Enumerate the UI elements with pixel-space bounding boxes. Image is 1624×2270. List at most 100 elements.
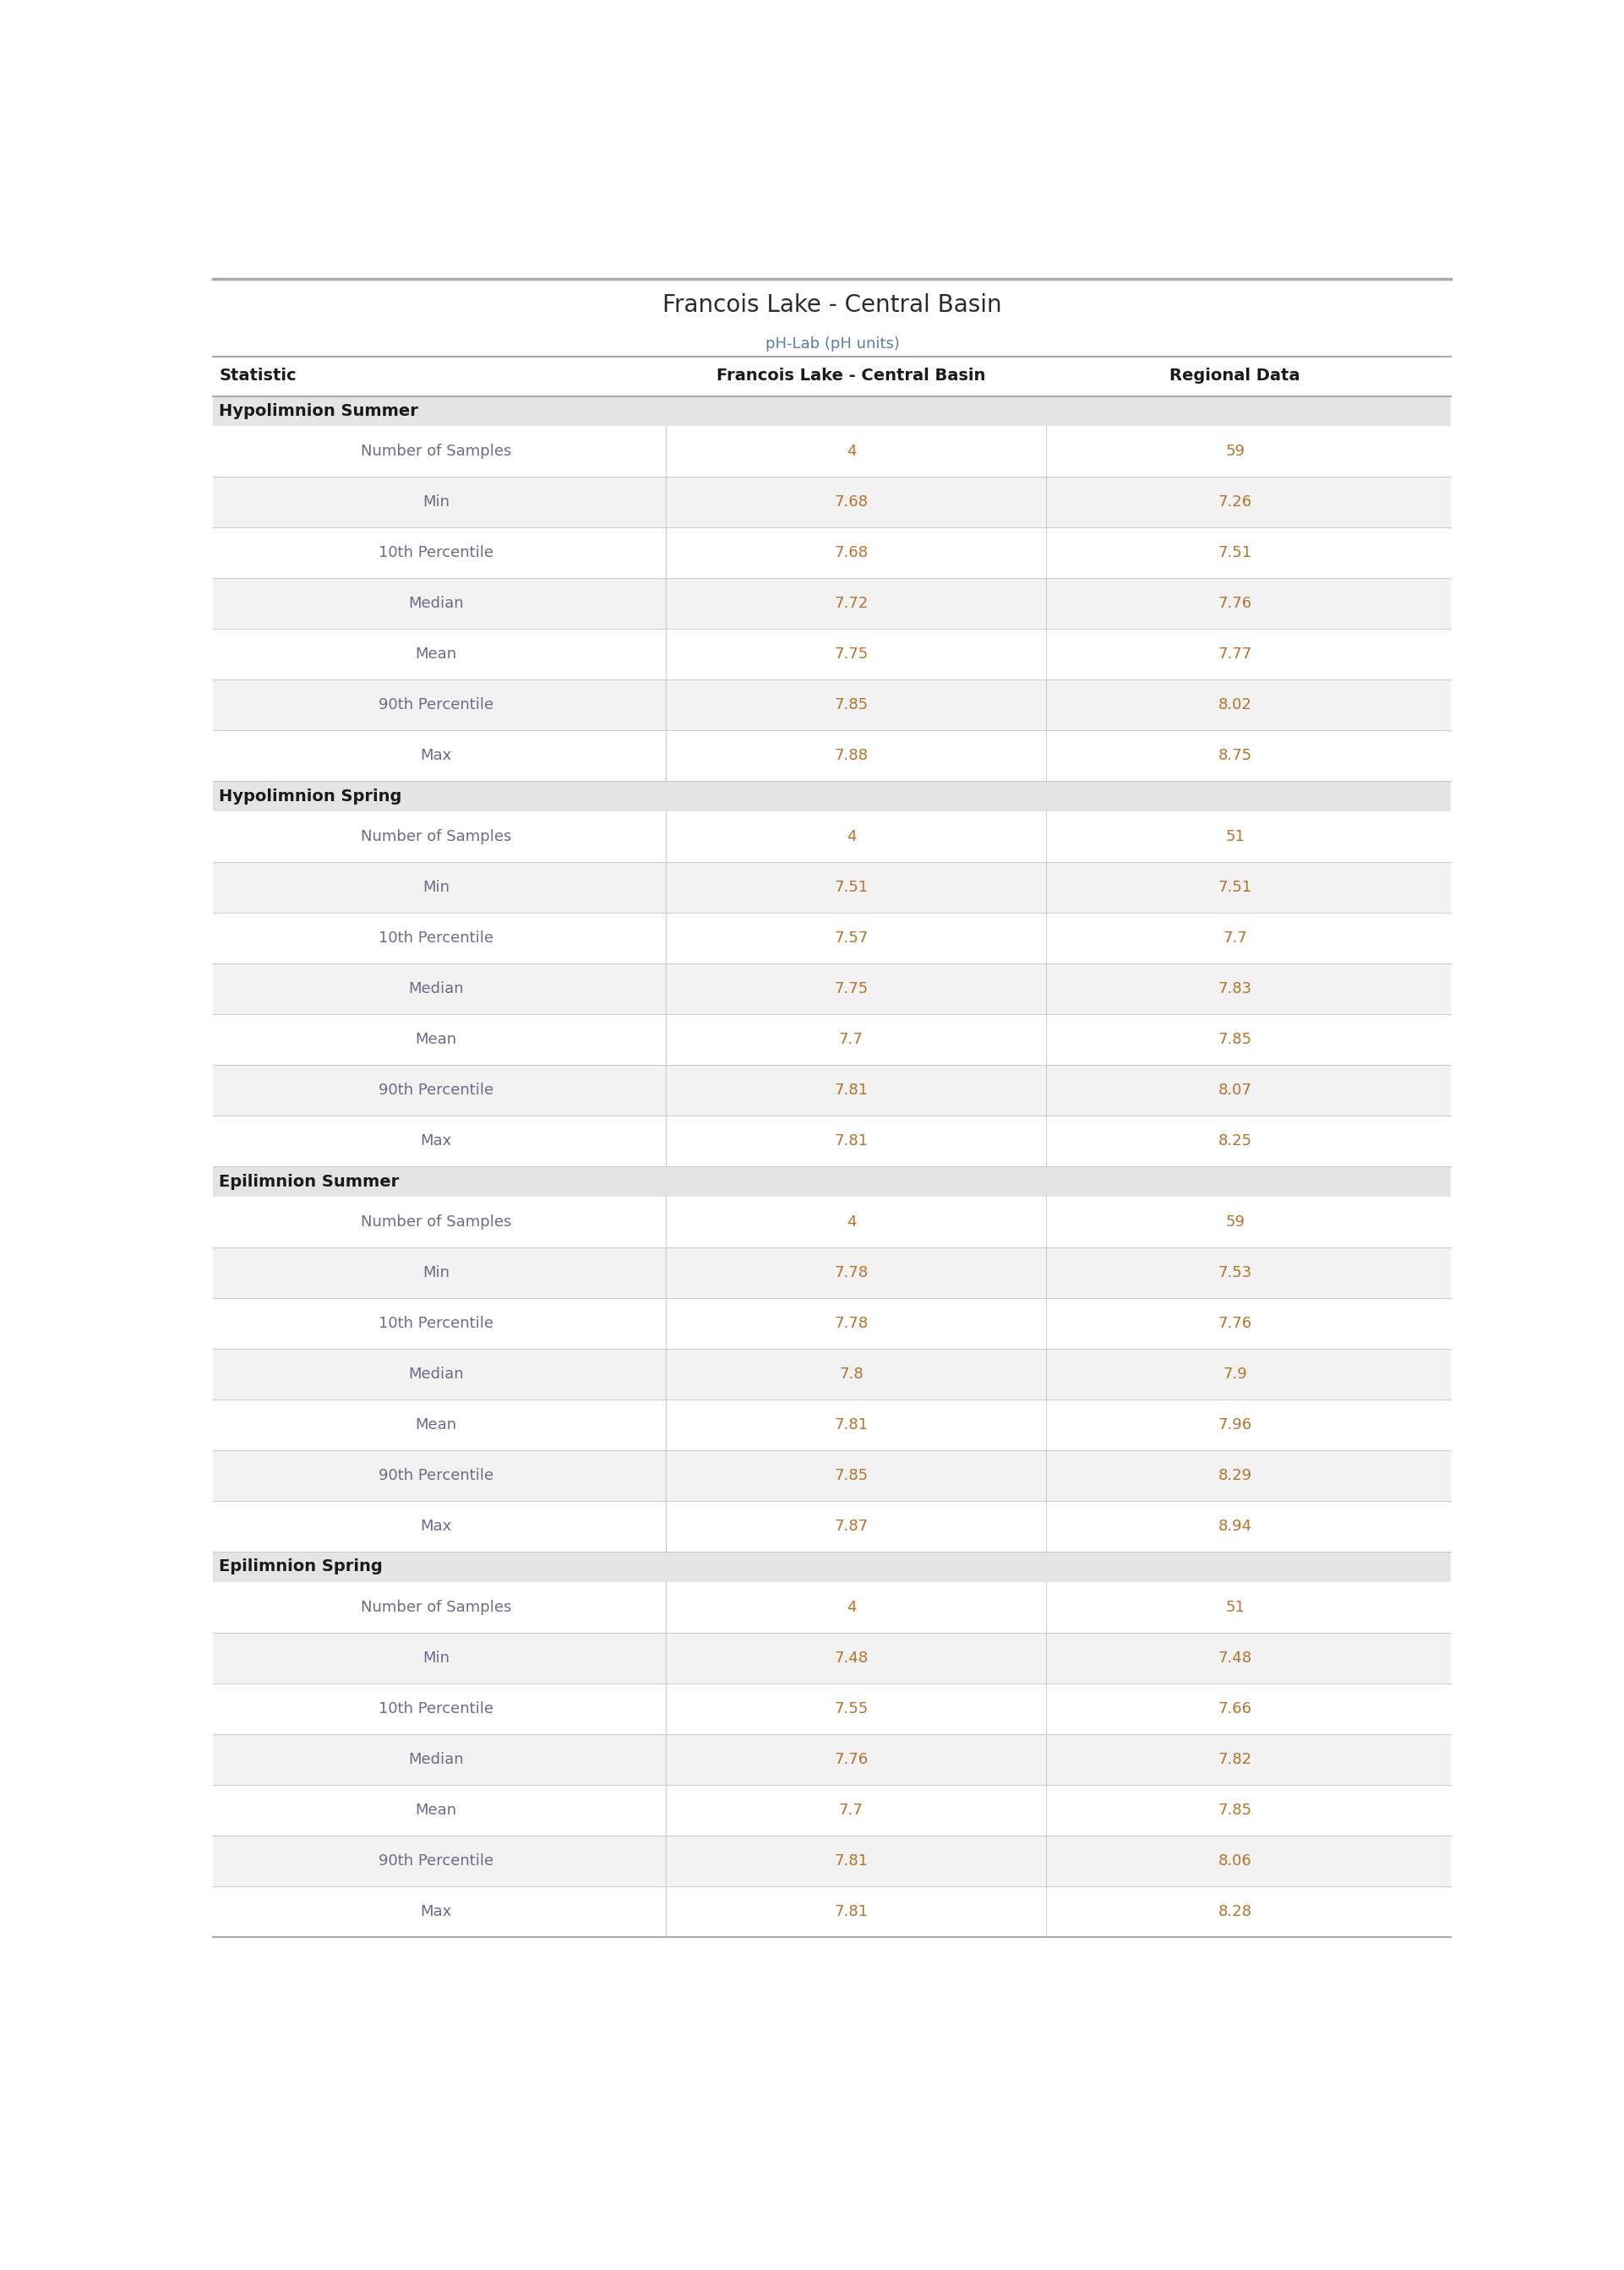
Bar [213, 1117, 1450, 1167]
Bar [213, 1298, 1450, 1348]
Text: 7.72: 7.72 [835, 597, 869, 611]
Text: 10th Percentile: 10th Percentile [378, 545, 494, 561]
Text: 7.81: 7.81 [835, 1133, 869, 1149]
Bar [213, 1246, 1450, 1298]
Bar [213, 810, 1450, 863]
Text: 7.26: 7.26 [1218, 495, 1252, 511]
Text: pH-Lab (pH units): pH-Lab (pH units) [765, 336, 900, 352]
Text: Regional Data: Regional Data [1169, 368, 1301, 384]
Text: 7.66: 7.66 [1218, 1700, 1252, 1716]
Text: 8.28: 8.28 [1218, 1905, 1252, 1918]
Bar [213, 1196, 1450, 1246]
Text: 7.51: 7.51 [1218, 545, 1252, 561]
Text: 7.88: 7.88 [835, 749, 869, 763]
Text: 7.78: 7.78 [835, 1317, 869, 1330]
Text: 90th Percentile: 90th Percentile [378, 1852, 494, 1868]
Text: 4: 4 [846, 1600, 856, 1614]
Text: Median: Median [408, 597, 463, 611]
Text: Mean: Mean [416, 647, 456, 663]
Text: 7.77: 7.77 [1218, 647, 1252, 663]
Text: Max: Max [421, 1133, 451, 1149]
Text: 8.94: 8.94 [1218, 1519, 1252, 1535]
Bar [213, 962, 1450, 1015]
Text: 8.07: 8.07 [1218, 1083, 1252, 1099]
Text: Hypolimnion Summer: Hypolimnion Summer [219, 404, 419, 420]
Text: Median: Median [408, 1367, 463, 1382]
Text: 4: 4 [846, 829, 856, 844]
Text: Min: Min [422, 1264, 450, 1280]
Text: Number of Samples: Number of Samples [361, 1214, 512, 1230]
Text: 59: 59 [1226, 443, 1244, 459]
Text: Min: Min [422, 495, 450, 511]
Bar [213, 1836, 1450, 1886]
Text: 7.85: 7.85 [835, 697, 869, 713]
Text: 7.51: 7.51 [1218, 881, 1252, 894]
Text: 7.51: 7.51 [835, 881, 869, 894]
Bar [213, 477, 1450, 527]
Text: 7.55: 7.55 [835, 1700, 869, 1716]
Bar [213, 395, 1450, 427]
Text: 7.7: 7.7 [840, 1802, 864, 1818]
Text: 7.7: 7.7 [1223, 931, 1247, 947]
Bar [213, 427, 1450, 477]
Text: 7.85: 7.85 [1218, 1033, 1252, 1046]
Bar [213, 1451, 1450, 1500]
Text: Mean: Mean [416, 1033, 456, 1046]
Text: 51: 51 [1226, 829, 1244, 844]
Bar [213, 913, 1450, 962]
Bar [213, 629, 1450, 679]
Text: Francois Lake - Central Basin: Francois Lake - Central Basin [663, 293, 1002, 318]
Text: 8.75: 8.75 [1218, 749, 1252, 763]
Text: Number of Samples: Number of Samples [361, 1600, 512, 1614]
Text: Median: Median [408, 1752, 463, 1766]
Text: 4: 4 [846, 443, 856, 459]
Text: Number of Samples: Number of Samples [361, 829, 512, 844]
Text: 7.53: 7.53 [1218, 1264, 1252, 1280]
Text: 7.83: 7.83 [1218, 981, 1252, 997]
Text: Min: Min [422, 1650, 450, 1666]
Bar [213, 1886, 1450, 1936]
Bar [213, 1401, 1450, 1451]
Text: 10th Percentile: 10th Percentile [378, 1317, 494, 1330]
Text: Max: Max [421, 1519, 451, 1535]
Text: 59: 59 [1226, 1214, 1244, 1230]
Bar [213, 863, 1450, 913]
Text: Min: Min [422, 881, 450, 894]
Bar [213, 781, 1450, 810]
Bar [213, 1684, 1450, 1734]
Bar [213, 1553, 1450, 1582]
Text: 7.8: 7.8 [840, 1367, 864, 1382]
Text: 7.76: 7.76 [1218, 1317, 1252, 1330]
Text: Epilimnion Summer: Epilimnion Summer [219, 1174, 400, 1189]
Text: 7.96: 7.96 [1218, 1416, 1252, 1432]
Text: 90th Percentile: 90th Percentile [378, 1469, 494, 1482]
Bar [213, 731, 1450, 781]
Bar [213, 1065, 1450, 1117]
Text: 7.75: 7.75 [835, 981, 869, 997]
Text: 7.57: 7.57 [835, 931, 869, 947]
Text: 8.06: 8.06 [1218, 1852, 1252, 1868]
Text: 7.78: 7.78 [835, 1264, 869, 1280]
Text: Median: Median [408, 981, 463, 997]
Bar [213, 1632, 1450, 1684]
Bar [213, 1582, 1450, 1632]
Text: 7.82: 7.82 [1218, 1752, 1252, 1766]
Text: 51: 51 [1226, 1600, 1244, 1614]
Text: 90th Percentile: 90th Percentile [378, 697, 494, 713]
Text: 7.9: 7.9 [1223, 1367, 1247, 1382]
Bar [213, 1348, 1450, 1401]
Text: 7.87: 7.87 [835, 1519, 869, 1535]
Text: Statistic: Statistic [219, 368, 297, 384]
Text: 8.02: 8.02 [1218, 697, 1252, 713]
Bar [213, 527, 1450, 579]
Text: 7.68: 7.68 [835, 545, 869, 561]
Text: Epilimnion Spring: Epilimnion Spring [219, 1559, 383, 1575]
Bar [213, 1500, 1450, 1553]
Text: 7.48: 7.48 [835, 1650, 869, 1666]
Bar [213, 1784, 1450, 1836]
Bar [213, 1015, 1450, 1065]
Text: 7.76: 7.76 [835, 1752, 869, 1766]
Text: 8.25: 8.25 [1218, 1133, 1252, 1149]
Text: 7.68: 7.68 [835, 495, 869, 511]
Bar [213, 1167, 1450, 1196]
